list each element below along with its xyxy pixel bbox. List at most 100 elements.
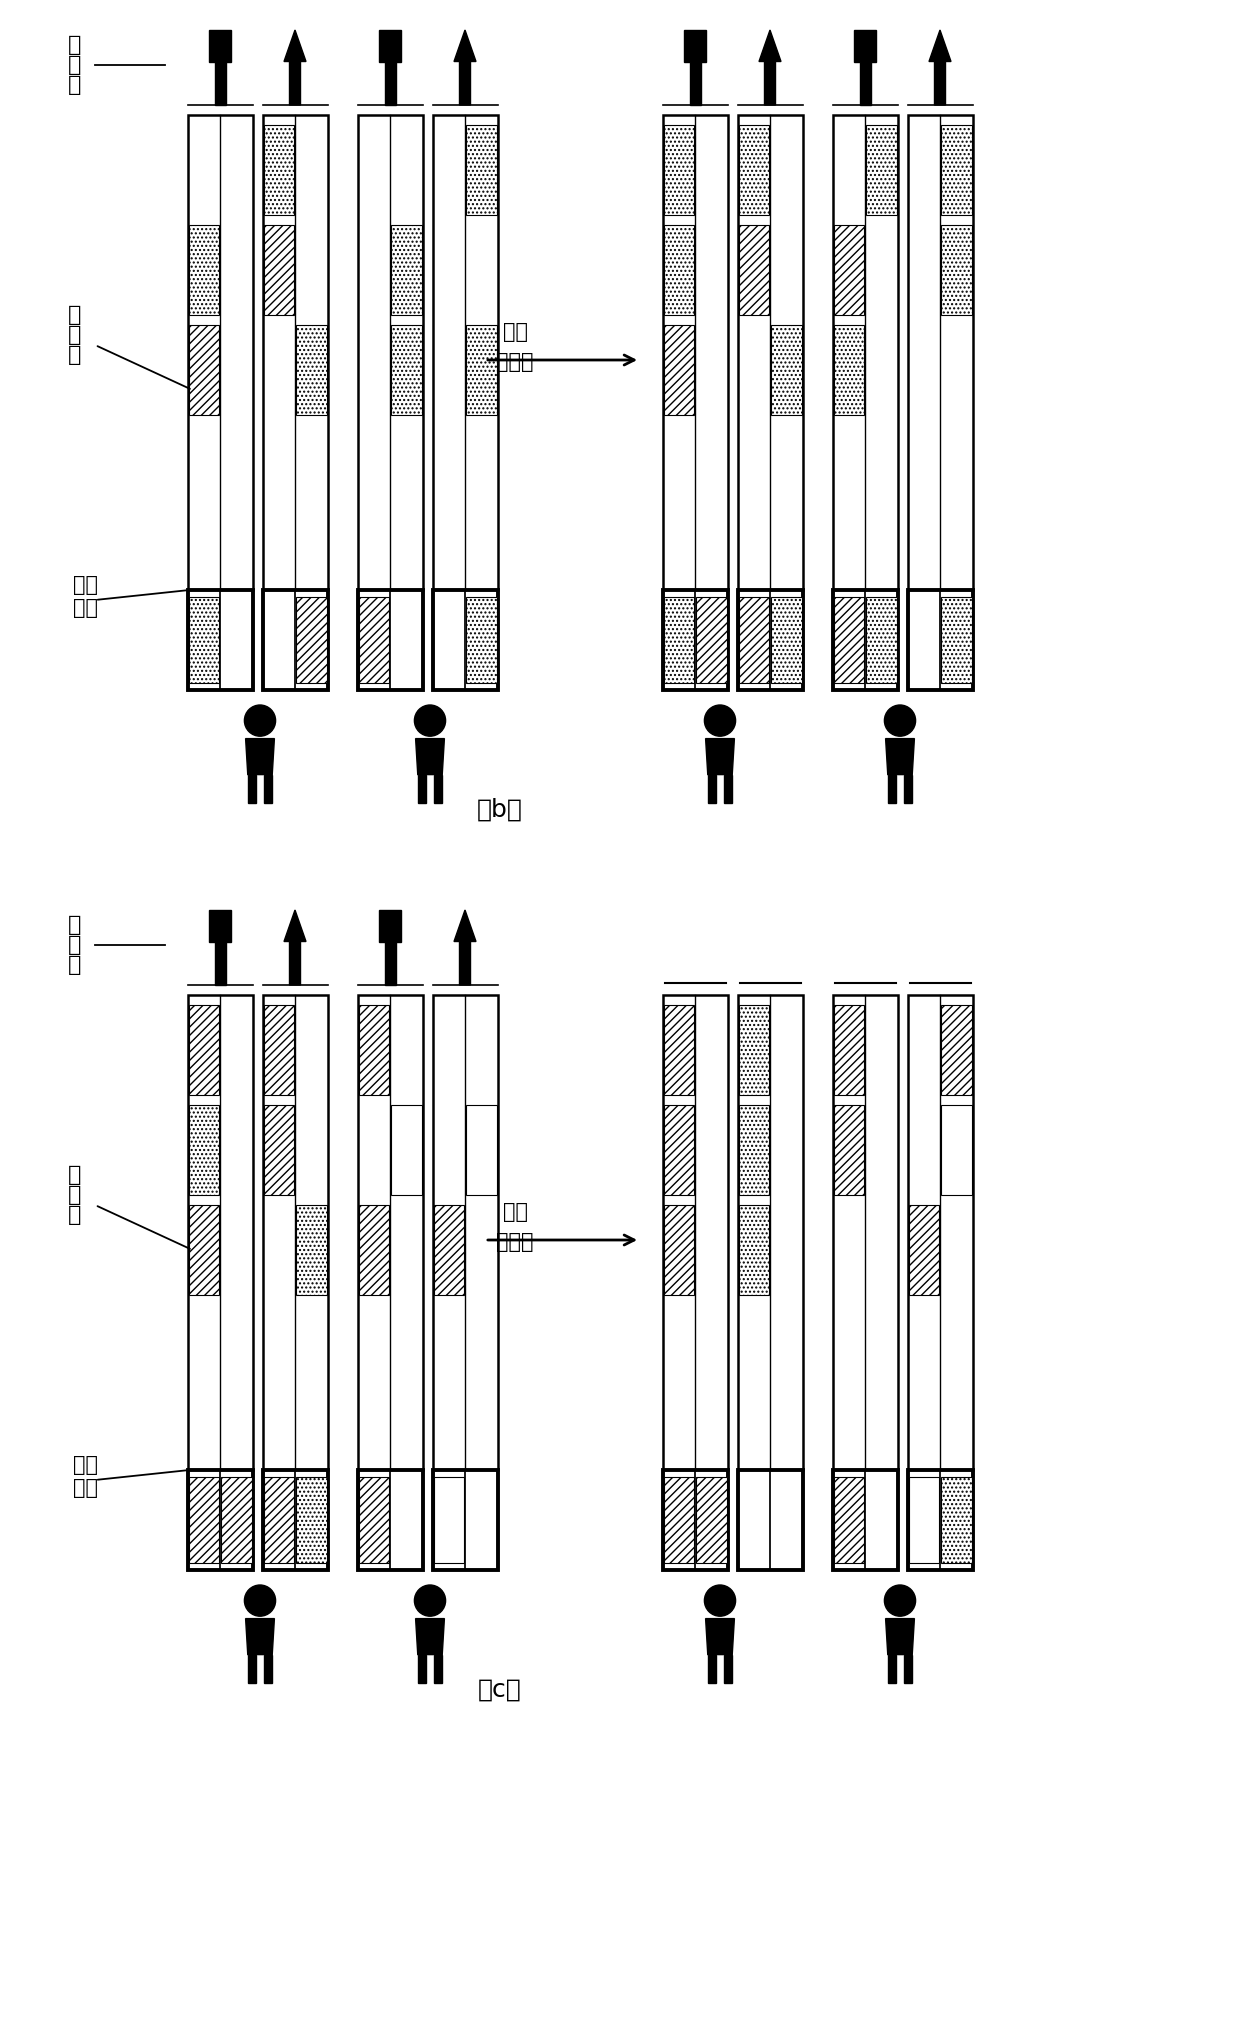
- Polygon shape: [434, 1655, 443, 1683]
- Polygon shape: [379, 911, 401, 984]
- Bar: [263, 1105, 294, 1194]
- Polygon shape: [248, 774, 255, 803]
- Text: 输: 输: [68, 1166, 82, 1184]
- Bar: [433, 995, 497, 1469]
- Polygon shape: [415, 738, 444, 774]
- Bar: [357, 1469, 423, 1569]
- Bar: [188, 1105, 219, 1194]
- Circle shape: [244, 1586, 275, 1616]
- Circle shape: [884, 705, 915, 736]
- Bar: [739, 124, 769, 214]
- Bar: [434, 1204, 464, 1294]
- Text: 一段: 一段: [502, 1202, 527, 1223]
- Bar: [833, 1105, 864, 1194]
- Bar: [188, 597, 219, 683]
- Polygon shape: [264, 1655, 273, 1683]
- Polygon shape: [888, 774, 897, 803]
- Bar: [663, 1204, 694, 1294]
- Text: 提: 提: [68, 915, 82, 935]
- Polygon shape: [418, 774, 427, 803]
- Circle shape: [414, 705, 445, 736]
- Bar: [296, 1478, 326, 1563]
- Polygon shape: [246, 738, 274, 774]
- Polygon shape: [888, 1655, 897, 1683]
- Text: （b）: （b）: [477, 799, 523, 821]
- Bar: [833, 1005, 864, 1094]
- Bar: [832, 995, 898, 1469]
- Text: 送: 送: [68, 1184, 82, 1204]
- Bar: [739, 597, 769, 683]
- Bar: [941, 1005, 971, 1094]
- Bar: [909, 1478, 939, 1563]
- Bar: [663, 124, 694, 214]
- Bar: [941, 1478, 971, 1563]
- Polygon shape: [684, 31, 706, 106]
- Bar: [188, 1204, 219, 1294]
- Text: 机: 机: [68, 956, 82, 974]
- Bar: [263, 124, 294, 214]
- Bar: [941, 597, 971, 683]
- Bar: [771, 324, 801, 416]
- Polygon shape: [885, 738, 914, 774]
- Polygon shape: [434, 774, 443, 803]
- Bar: [358, 597, 389, 683]
- Polygon shape: [248, 1655, 255, 1683]
- Bar: [866, 597, 897, 683]
- Bar: [433, 114, 497, 589]
- Bar: [263, 1469, 327, 1569]
- Bar: [738, 114, 802, 589]
- Bar: [188, 1478, 219, 1563]
- Bar: [663, 1105, 694, 1194]
- Polygon shape: [904, 1655, 913, 1683]
- Polygon shape: [854, 31, 875, 106]
- Bar: [187, 114, 253, 589]
- Polygon shape: [708, 1655, 715, 1683]
- Polygon shape: [210, 31, 231, 106]
- Circle shape: [414, 1586, 445, 1616]
- Bar: [696, 1478, 727, 1563]
- Bar: [909, 1204, 939, 1294]
- Bar: [663, 597, 694, 683]
- Text: 机: 机: [68, 1204, 82, 1225]
- Bar: [771, 597, 801, 683]
- Bar: [663, 324, 694, 416]
- Bar: [296, 1204, 326, 1294]
- Polygon shape: [759, 31, 781, 106]
- Text: 机: 机: [68, 75, 82, 96]
- Bar: [663, 1005, 694, 1094]
- Bar: [187, 1469, 253, 1569]
- Text: 站台: 站台: [72, 597, 98, 618]
- Bar: [296, 324, 326, 416]
- Polygon shape: [706, 1618, 734, 1655]
- Polygon shape: [284, 911, 306, 984]
- Bar: [466, 1105, 496, 1194]
- Bar: [832, 114, 898, 589]
- Bar: [908, 114, 972, 589]
- Bar: [188, 1005, 219, 1094]
- Text: （c）: （c）: [479, 1677, 522, 1702]
- Text: 送: 送: [68, 324, 82, 344]
- Text: 一段: 一段: [502, 322, 527, 342]
- Bar: [391, 324, 422, 416]
- Polygon shape: [454, 911, 476, 984]
- Bar: [908, 589, 972, 691]
- Text: 升: 升: [68, 935, 82, 956]
- Bar: [357, 114, 423, 589]
- Bar: [357, 589, 423, 691]
- Polygon shape: [379, 31, 401, 106]
- Polygon shape: [885, 1618, 914, 1655]
- Text: 升: 升: [68, 55, 82, 75]
- Text: 机: 机: [68, 344, 82, 365]
- Bar: [263, 114, 327, 589]
- Bar: [739, 224, 769, 316]
- Bar: [662, 114, 728, 589]
- Polygon shape: [929, 31, 951, 106]
- Bar: [662, 589, 728, 691]
- Circle shape: [704, 1586, 735, 1616]
- Circle shape: [244, 705, 275, 736]
- Polygon shape: [415, 1618, 444, 1655]
- Bar: [434, 1478, 464, 1563]
- Bar: [433, 589, 497, 691]
- Bar: [263, 224, 294, 316]
- Bar: [433, 1469, 497, 1569]
